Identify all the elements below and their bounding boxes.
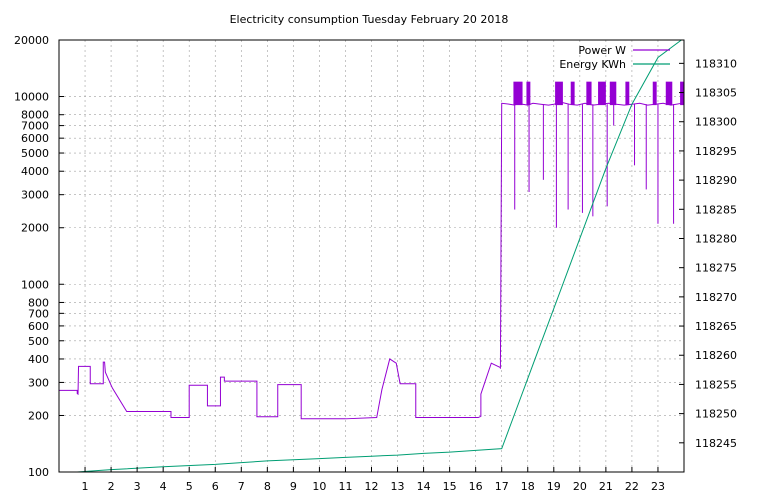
power-burst <box>652 81 657 106</box>
power-burst <box>526 81 531 106</box>
x-tick-label: 6 <box>212 480 219 493</box>
x-tick-label: 15 <box>443 480 457 493</box>
power-burst <box>570 81 575 106</box>
legend-label-power: Power W <box>578 44 626 57</box>
y-left-tick-label: 600 <box>28 320 49 333</box>
x-tick-label: 12 <box>365 480 379 493</box>
y-left-tick-label: 1000 <box>21 278 49 291</box>
x-tick-label: 17 <box>495 480 509 493</box>
x-tick-label: 3 <box>134 480 141 493</box>
series-power-w <box>59 81 684 420</box>
x-tick-label: 18 <box>521 480 535 493</box>
y-right-tick-label: 118270 <box>695 291 737 304</box>
y-right-tick-label: 118255 <box>695 378 737 391</box>
power-burst <box>513 81 523 106</box>
power-burst <box>680 81 684 106</box>
x-tick-label: 5 <box>186 480 193 493</box>
power-burst <box>625 81 630 106</box>
x-tick-label: 10 <box>312 480 326 493</box>
power-burst <box>598 81 606 106</box>
legend-label-energy: Energy KWh <box>559 58 626 71</box>
y-left-tick-label: 8000 <box>21 109 49 122</box>
y-left-tick-label: 700 <box>28 307 49 320</box>
y-left-tick-label: 6000 <box>21 132 49 145</box>
y-right-tick-label: 118300 <box>695 116 737 129</box>
y-right-tick-label: 118285 <box>695 203 737 216</box>
y-left-tick-label: 200 <box>28 409 49 422</box>
y-right-tick-label: 118310 <box>695 57 737 70</box>
x-tick-label: 22 <box>625 480 639 493</box>
x-tick-label: 20 <box>573 480 587 493</box>
x-tick-label: 4 <box>160 480 167 493</box>
y-left-tick-label: 3000 <box>21 189 49 202</box>
series-energy-kwh <box>77 39 682 473</box>
power-burst <box>609 81 617 106</box>
y-left-tick-label: 4000 <box>21 165 49 178</box>
power-burst <box>555 81 563 106</box>
y-left-tick-label: 5000 <box>21 147 49 160</box>
legend: Power W Energy KWh <box>559 44 670 71</box>
x-tick-label: 1 <box>82 480 89 493</box>
x-tick-label: 7 <box>238 480 245 493</box>
x-tick-label: 11 <box>338 480 352 493</box>
y-left-tick-label: 500 <box>28 335 49 348</box>
power-burst <box>665 81 673 106</box>
x-tick-label: 21 <box>599 480 613 493</box>
x-tick-label: 8 <box>264 480 271 493</box>
chart-title: Electricity consumption Tuesday February… <box>230 13 509 26</box>
x-tick-label: 2 <box>108 480 115 493</box>
y-right-tick-label: 118290 <box>695 174 737 187</box>
y-right-tick-label: 118305 <box>695 87 737 100</box>
y-left-tick-label: 20000 <box>14 34 49 47</box>
y-right-tick-label: 118260 <box>695 349 737 362</box>
x-tick-label: 23 <box>651 480 665 493</box>
y-right-tick-label: 118250 <box>695 408 737 421</box>
x-tick-label: 13 <box>391 480 405 493</box>
y-left-tick-label: 300 <box>28 376 49 389</box>
x-tick-label: 14 <box>417 480 431 493</box>
y-right-tick-label: 118265 <box>695 320 737 333</box>
y-left-tick-label: 2000 <box>21 222 49 235</box>
y-right-tick-label: 118295 <box>695 145 737 158</box>
y-right-tick-label: 118245 <box>695 437 737 450</box>
y-right-tick-label: 118280 <box>695 232 737 245</box>
y-left-tick-label: 400 <box>28 353 49 366</box>
y-left-tick-label: 7000 <box>21 120 49 133</box>
y-left-tick-label: 10000 <box>14 91 49 104</box>
axis-ticks: 1 2 3 4 5 6 7 8 9 10 11 12 13 14 15 16 17 18 19 20 21 22 23100… <box>14 34 737 493</box>
y-right-tick-label: 118275 <box>695 262 737 275</box>
x-tick-label: 16 <box>469 480 483 493</box>
y-left-tick-label: 100 <box>28 466 49 479</box>
power-burst <box>586 81 592 106</box>
y-left-tick-label: 800 <box>28 296 49 309</box>
x-tick-label: 9 <box>290 480 297 493</box>
energy-line <box>77 39 682 473</box>
x-tick-label: 19 <box>547 480 561 493</box>
